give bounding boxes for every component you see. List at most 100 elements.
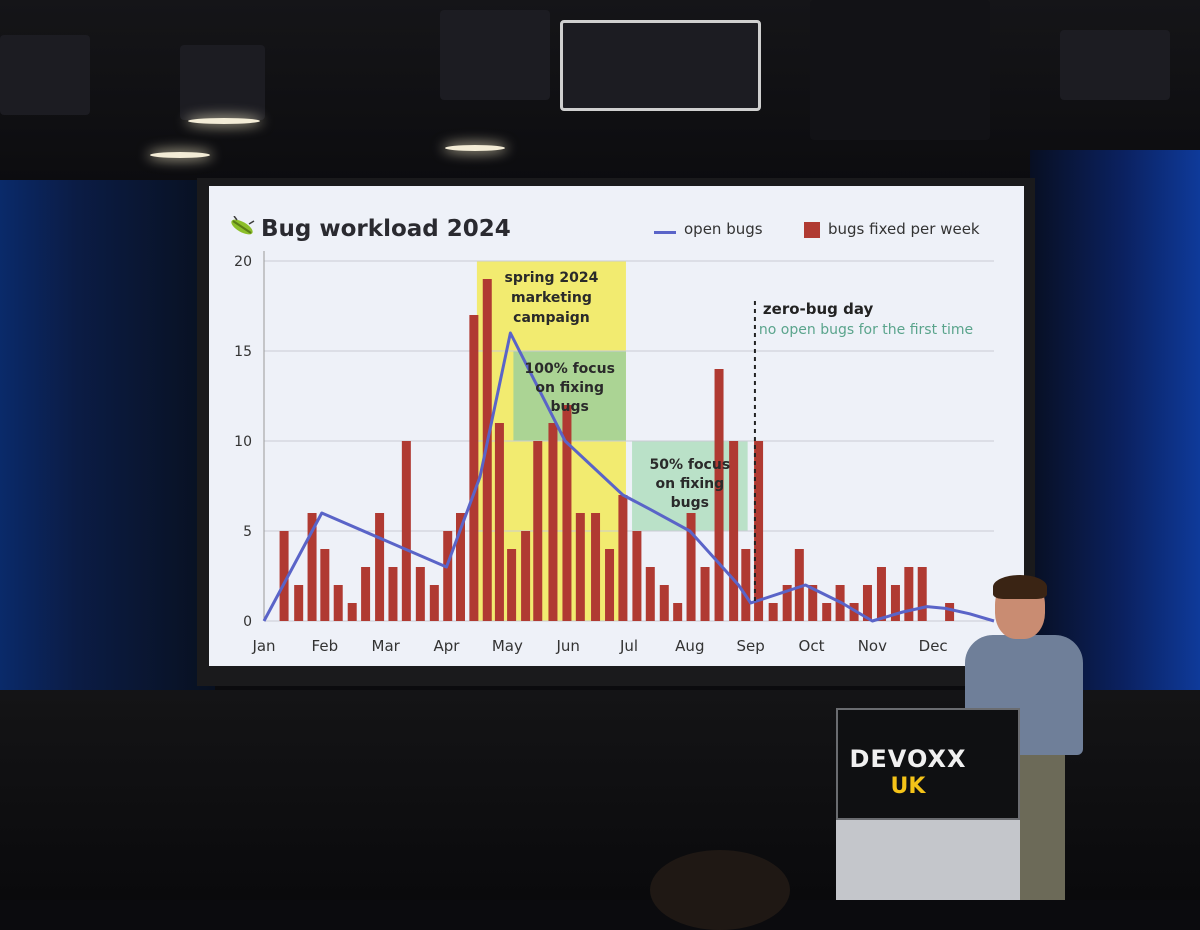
- audience-head: [650, 850, 790, 930]
- zero-bug-sublabel: no open bugs for the first time: [759, 322, 973, 338]
- annotation-label: marketing: [511, 290, 592, 306]
- bar: [794, 549, 804, 621]
- x-tick-label: Aug: [675, 637, 704, 655]
- bar: [591, 513, 601, 621]
- stage-light-lens: [188, 118, 260, 124]
- stage-light: [0, 35, 90, 115]
- bar: [279, 531, 289, 621]
- bar: [618, 495, 628, 621]
- annotation-label: spring 2024: [504, 270, 598, 286]
- x-tick-label: Jun: [555, 637, 579, 655]
- annotation-label: campaign: [513, 310, 590, 326]
- bar: [333, 585, 343, 621]
- bar: [659, 585, 669, 621]
- stage-light: [440, 10, 550, 100]
- bar: [375, 513, 385, 621]
- bar: [645, 567, 655, 621]
- bar: [347, 603, 357, 621]
- bar: [605, 549, 615, 621]
- podium: DEVOXX UK: [836, 708, 1020, 900]
- podium-brand: DEVOXX: [849, 745, 967, 773]
- bar: [876, 567, 886, 621]
- bar: [714, 369, 724, 621]
- podium-sub: UK: [890, 774, 926, 799]
- bar: [904, 567, 914, 621]
- slide-title: Bug workload 2024: [261, 216, 511, 242]
- y-tick-label: 15: [234, 344, 252, 360]
- bar: [320, 549, 330, 621]
- y-tick-label: 10: [234, 434, 252, 450]
- bar: [754, 441, 764, 621]
- bar: [482, 279, 492, 621]
- annotation-label: 50% focus: [649, 457, 730, 473]
- bar: [575, 513, 585, 621]
- x-tick-label: Sep: [737, 637, 765, 655]
- bar: [521, 531, 531, 621]
- x-tick-label: Apr: [434, 637, 461, 655]
- bar: [822, 603, 832, 621]
- bar: [469, 315, 479, 621]
- bar: [388, 567, 398, 621]
- bar: [849, 603, 859, 621]
- chart-legend: open bugs bugs fixed per week: [654, 216, 994, 238]
- bar: [548, 423, 558, 621]
- bar: [808, 585, 818, 621]
- legend-line-label: open bugs: [684, 220, 763, 238]
- open-bugs-line: [262, 331, 995, 623]
- zero-bug-label: zero-bug day: [763, 300, 874, 318]
- stage-light: [180, 45, 265, 120]
- legend-line-swatch: [654, 231, 676, 234]
- x-tick-label: May: [492, 637, 523, 655]
- bug-workload-chart: 0 5 10 15 20 Jan Feb Mar Apr May Jun Jul Aug Sep Oct No…: [234, 251, 995, 655]
- y-tick-label: 20: [234, 254, 252, 270]
- x-tick-label: Feb: [312, 637, 339, 655]
- x-tick-label: Mar: [372, 637, 401, 655]
- stage-light: [560, 20, 761, 111]
- bar: [917, 567, 927, 621]
- legend-bar-label: bugs fixed per week: [828, 220, 980, 238]
- bar: [361, 567, 371, 621]
- speaker-cabinet: [810, 0, 990, 140]
- annotation-label: bugs: [671, 495, 709, 511]
- bug-icon: [231, 216, 255, 235]
- annotation-label: on fixing: [656, 476, 725, 492]
- bar: [494, 423, 504, 621]
- bar: [415, 567, 425, 621]
- bar: [686, 513, 696, 621]
- bar: [768, 603, 778, 621]
- bar: [307, 513, 317, 621]
- x-tick-label: Dec: [919, 637, 948, 655]
- stage-light-lens: [150, 152, 210, 158]
- bar: [294, 585, 304, 621]
- x-tick-label: Oct: [799, 637, 825, 655]
- annotation-label: bugs: [551, 399, 589, 415]
- x-tick-label: Nov: [858, 637, 887, 655]
- bar: [890, 585, 900, 621]
- bar: [729, 441, 739, 621]
- legend-bar-swatch: [804, 222, 820, 238]
- bar: [443, 531, 453, 621]
- y-tick-label: 0: [243, 614, 252, 630]
- bar: [455, 513, 465, 621]
- bar: [945, 603, 955, 621]
- bar: [429, 585, 439, 621]
- bar: [862, 585, 872, 621]
- speaker-hair: [993, 575, 1047, 599]
- bar: [632, 531, 642, 621]
- annotation-label: on fixing: [535, 380, 604, 396]
- bar: [401, 441, 411, 621]
- bar: [700, 567, 710, 621]
- x-tick-label: Jan: [251, 637, 275, 655]
- y-tick-label: 5: [243, 524, 252, 540]
- bar: [741, 549, 751, 621]
- stage-light: [1060, 30, 1170, 100]
- bar: [533, 441, 543, 621]
- podium-sign: DEVOXX UK: [836, 708, 1020, 820]
- bar: [673, 603, 683, 621]
- bar: [507, 549, 517, 621]
- annotation-label: 100% focus: [524, 361, 614, 377]
- bar: [782, 585, 792, 621]
- presentation-slide: Bug workload 2024 open bugs bugs fixed p…: [209, 186, 1024, 666]
- bar: [562, 405, 572, 621]
- stage-light-lens: [445, 145, 505, 151]
